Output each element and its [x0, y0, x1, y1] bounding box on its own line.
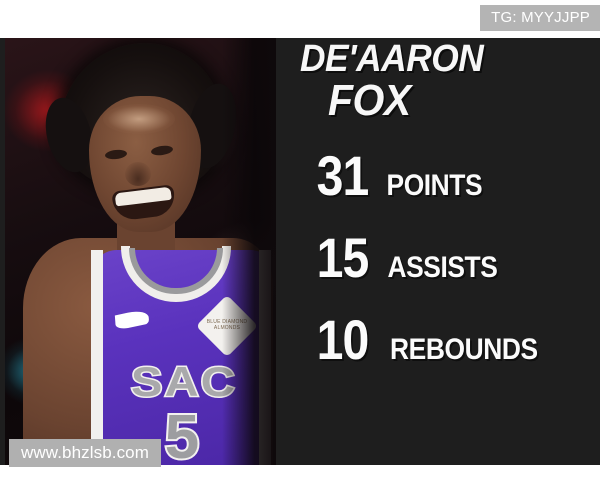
player-photo: BLUE DIAMOND ALMONDS SAC 5: [5, 38, 276, 465]
jersey-team-wordmark: SAC: [129, 357, 238, 407]
rebounds-label: REBOUNDS: [390, 333, 538, 366]
assists-value: 15: [316, 226, 370, 289]
points-value: 31: [316, 144, 370, 207]
assists-label: ASSISTS: [387, 251, 498, 284]
jersey-number: 5: [163, 401, 201, 465]
site-watermark: www.bhzlsb.com: [9, 439, 161, 467]
telegram-handle-badge: TG: MYYJJPP: [480, 5, 600, 31]
photo-edge-vignette: [222, 38, 276, 465]
jersey-left-trim: [91, 250, 103, 465]
player-teeth: [114, 186, 172, 207]
points-label: POINTS: [386, 169, 483, 202]
player-nose: [125, 162, 151, 186]
stat-row-points: 31 POINTS: [312, 148, 582, 230]
player-name: DE'AARON FOX: [300, 38, 497, 125]
stat-row-assists: 15 ASSISTS: [312, 230, 582, 312]
stat-list: 31 POINTS 15 ASSISTS 10 REBOUNDS: [312, 148, 582, 394]
forehead-highlight: [103, 104, 175, 134]
rebounds-value: 10: [316, 308, 370, 371]
stat-row-rebounds: 10 REBOUNDS: [312, 312, 582, 394]
player-last-name: FOX: [328, 75, 411, 125]
player-first-name: DE'AARON: [300, 38, 484, 80]
nike-swoosh-icon: [114, 308, 150, 331]
